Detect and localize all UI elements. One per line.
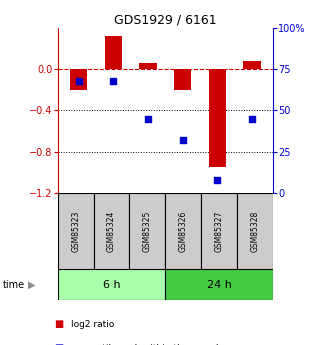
Bar bbox=[209, 69, 226, 167]
Bar bbox=[94, 193, 129, 269]
Text: time: time bbox=[3, 280, 25, 289]
Text: GSM85323: GSM85323 bbox=[71, 210, 80, 252]
Point bbox=[111, 78, 116, 83]
Text: percentile rank within the sample: percentile rank within the sample bbox=[71, 344, 224, 345]
Point bbox=[215, 177, 220, 183]
Bar bbox=[237, 193, 273, 269]
Text: GSM85327: GSM85327 bbox=[214, 210, 224, 252]
Bar bbox=[174, 69, 191, 90]
Point bbox=[145, 116, 151, 121]
Bar bbox=[105, 36, 122, 69]
Point bbox=[76, 78, 81, 83]
Bar bbox=[58, 193, 94, 269]
Text: ▶: ▶ bbox=[28, 280, 36, 289]
Point bbox=[180, 137, 185, 143]
Text: log2 ratio: log2 ratio bbox=[71, 320, 114, 329]
Bar bbox=[129, 193, 165, 269]
Text: GSM85325: GSM85325 bbox=[143, 210, 152, 252]
Bar bbox=[165, 269, 273, 300]
Bar bbox=[201, 193, 237, 269]
Text: GSM85324: GSM85324 bbox=[107, 210, 116, 252]
Text: 24 h: 24 h bbox=[207, 280, 231, 289]
Text: ■: ■ bbox=[55, 344, 64, 345]
Bar bbox=[139, 63, 157, 69]
Text: GSM85326: GSM85326 bbox=[179, 210, 188, 252]
Text: 6 h: 6 h bbox=[103, 280, 120, 289]
Bar bbox=[58, 269, 165, 300]
Title: GDS1929 / 6161: GDS1929 / 6161 bbox=[114, 13, 217, 27]
Point bbox=[249, 116, 255, 121]
Text: GSM85328: GSM85328 bbox=[250, 210, 259, 252]
Text: ■: ■ bbox=[55, 319, 64, 329]
Bar bbox=[165, 193, 201, 269]
Bar bbox=[243, 61, 261, 69]
Bar bbox=[70, 69, 87, 90]
